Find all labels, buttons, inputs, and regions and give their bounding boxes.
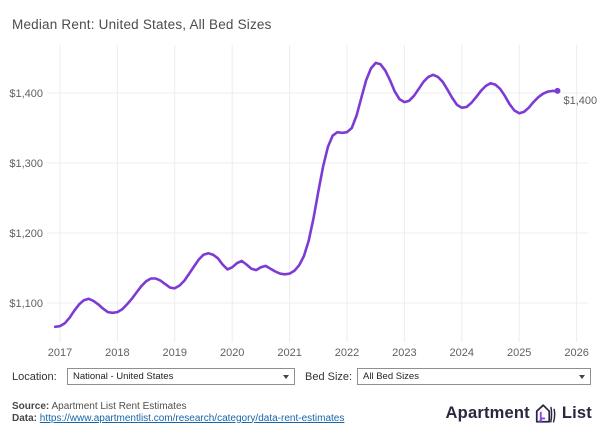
location-select-value: National - United States: [73, 371, 174, 382]
series-end-dot: [554, 87, 561, 94]
filter-bar: Location: National - United States Bed S…: [0, 366, 600, 388]
x-tick-label: 2024: [450, 347, 474, 359]
apartment-list-door-icon: [534, 402, 558, 425]
bed-size-label: Bed Size:: [305, 371, 353, 383]
median-rent-line-chart: 2017 2018 2019 2020 2021 2022 2023 2024 2025 2026…: [9, 45, 597, 359]
source-attribution: Source: Apartment List Rent Estimates Da…: [12, 401, 344, 424]
source-label: Source:: [12, 401, 50, 412]
y-tick-label: $1,100: [9, 298, 43, 310]
location-select[interactable]: National - United States: [67, 368, 295, 385]
chevron-down-icon: [283, 375, 289, 379]
x-tick-label: 2025: [507, 347, 531, 359]
data-label: Data:: [12, 412, 38, 424]
x-tick-label: 2018: [105, 347, 129, 359]
y-tick-label: $1,400: [9, 88, 43, 100]
x-tick-label: 2017: [48, 347, 72, 359]
logo-word-apartment: Apartment: [445, 404, 530, 422]
x-tick-label: 2022: [335, 347, 359, 359]
source-line: Source: Apartment List Rent Estimates: [12, 401, 344, 413]
chevron-down-icon: [579, 375, 585, 379]
source-text: Apartment List Rent Estimates: [49, 401, 187, 412]
end-value-label: $1,400: [563, 95, 597, 107]
y-tick-label: $1,300: [9, 158, 43, 170]
data-source-link[interactable]: https://www.apartmentlist.com/research/c…: [39, 412, 345, 424]
data-line: Data: https://www.apartmentlist.com/rese…: [12, 413, 344, 425]
x-tick-label: 2020: [220, 347, 244, 359]
x-tick-label: 2021: [277, 347, 301, 359]
bed-size-select[interactable]: All Bed Sizes: [357, 368, 591, 385]
x-tick-label: 2026: [564, 347, 588, 359]
rent-series-line: [53, 61, 559, 329]
bed-size-select-value: All Bed Sizes: [363, 371, 419, 382]
logo-word-list: List: [561, 404, 592, 422]
x-tick-label: 2019: [163, 347, 187, 359]
location-label: Location:: [12, 371, 57, 383]
y-tick-label: $1,200: [9, 228, 43, 240]
page-title: Median Rent: United States, All Bed Size…: [12, 17, 272, 32]
apartment-list-logo: Apartment List: [446, 402, 592, 425]
x-tick-label: 2023: [392, 347, 416, 359]
